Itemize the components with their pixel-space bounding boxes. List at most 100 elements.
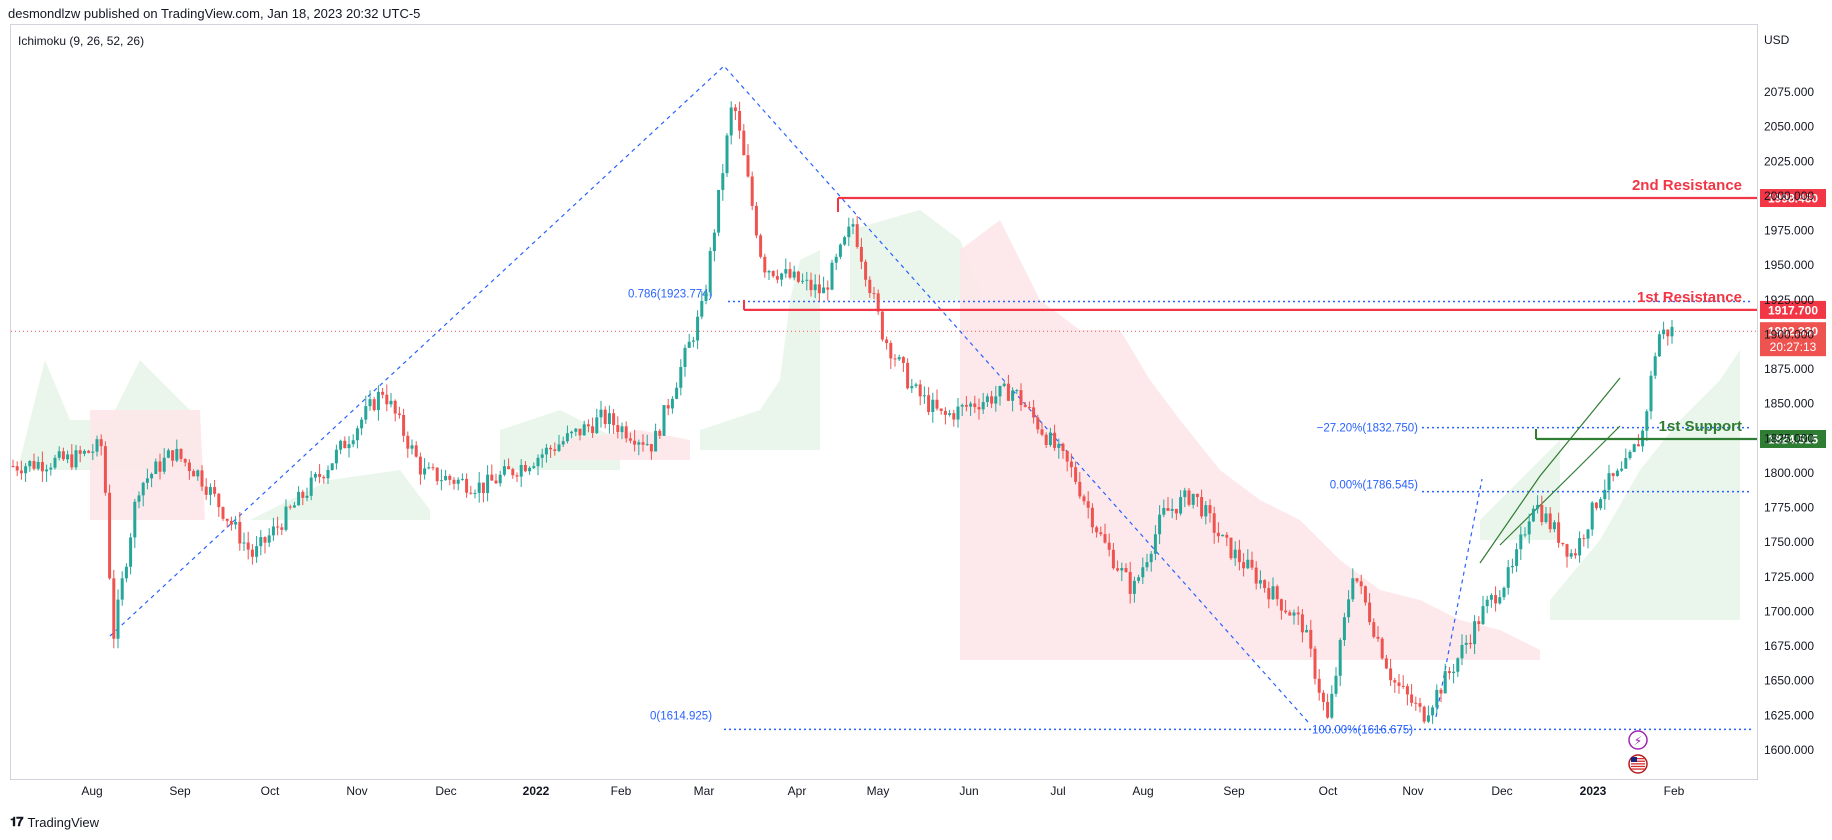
candle-body [213,487,217,494]
candle-body [1544,513,1548,523]
candle-body [1330,693,1334,718]
candle-body [313,474,317,478]
cloud-area [250,470,430,520]
candle-body [1053,432,1057,448]
time-axis[interactable]: Aug Sep Oct Nov Dec 2022 Feb Mar Apr May Jun Jul Aug… [81,784,1684,798]
candle-body [1666,329,1670,337]
candle-body [1439,689,1443,694]
candle-body [1380,638,1384,659]
cloud-area [90,410,260,520]
candle-body [822,287,826,294]
candle-body [876,293,880,312]
candle-body [654,430,658,452]
candle-body [183,458,187,463]
candle-body [1368,602,1372,623]
time-tick: Jul [1050,784,1065,798]
candle-body [1183,490,1187,498]
candle-body [1296,612,1300,615]
price-tick: 1800.000 [1764,466,1814,480]
level-price-tag [1760,429,1826,448]
footer-brand[interactable]: 𝟏𝟕 TradingView [10,814,99,830]
ichimoku-cloud [20,210,1740,660]
candle-body [1242,562,1246,569]
candle-body [486,474,490,494]
candle-body [1670,326,1674,337]
candle-body [1212,513,1216,533]
candle-body [700,300,704,317]
event-markers[interactable]: ⚡ [1628,730,1648,774]
candle-body [662,405,666,436]
candle-body [549,447,553,450]
candle-body [1158,514,1162,535]
fib-label: 0(1614.925) [650,710,712,722]
candle-body [553,449,557,451]
candle-body [1086,501,1090,508]
candle-body [1405,686,1409,695]
candle-body [1355,578,1359,582]
candle-body [1006,383,1010,401]
candle-body [1162,508,1166,515]
candle-body [838,244,842,257]
candle-body [1393,680,1397,683]
indicator-label[interactable]: Ichimoku (9, 26, 52, 26) [18,34,145,48]
candle-body [927,395,931,413]
candle-body [1116,568,1120,571]
cloud-area [850,210,980,300]
candle-body [1548,513,1552,530]
flag-stripe-icon [1631,763,1645,765]
candle-body [906,362,910,389]
candle-body [977,407,981,410]
candle-body [1221,534,1225,537]
candle-body [431,467,435,469]
candle-body [234,521,238,525]
candle-body [372,399,376,411]
candle-body [1111,549,1115,569]
candle-body [263,537,267,543]
candle-body [1309,629,1313,649]
candle-body [591,426,595,434]
candle-body [179,448,183,459]
candle-body [889,343,893,359]
lightning-event-icon [1628,730,1648,750]
candle-body [250,549,254,557]
candle-body [87,450,91,453]
candle-body [1015,390,1019,392]
candle-body [1090,507,1094,528]
candle-body [507,466,511,470]
candle-body [74,450,78,468]
candle-body [460,478,464,480]
candle-body [32,461,36,469]
candle-body [78,450,82,454]
candle-body [171,450,175,461]
candle-body [658,430,662,436]
candle-body [784,269,788,274]
candle-body [82,450,86,454]
candle-body [439,480,443,482]
candle-body [885,339,889,344]
candle-body [456,479,460,484]
candle-body [200,470,204,487]
candle-body [1464,642,1468,645]
candle-body [1305,629,1309,633]
level-label: 2nd Resistance [1632,177,1742,194]
candle-body [1288,612,1292,616]
price-axis[interactable]: USD 1600.000 1625.000 1650.000 1675.000 1700.… [1764,33,1814,757]
candle-body [523,465,527,472]
candle-body [956,406,960,420]
candle-body [1489,595,1493,600]
currency-label: USD [1764,33,1790,47]
candle-body [175,448,179,461]
candle-body [1519,534,1523,550]
candle-body [1418,703,1422,707]
candle-body [1376,636,1380,639]
candle-body [1074,467,1078,482]
candle-body [1036,417,1040,430]
candle-body [788,269,792,278]
candle-body [1069,461,1073,468]
candle-body [1166,508,1170,511]
last-price-value: 1902.330 [1768,325,1818,339]
candle-body [637,442,641,445]
time-tick: Feb [1664,784,1685,798]
time-tick: 2022 [523,784,550,798]
